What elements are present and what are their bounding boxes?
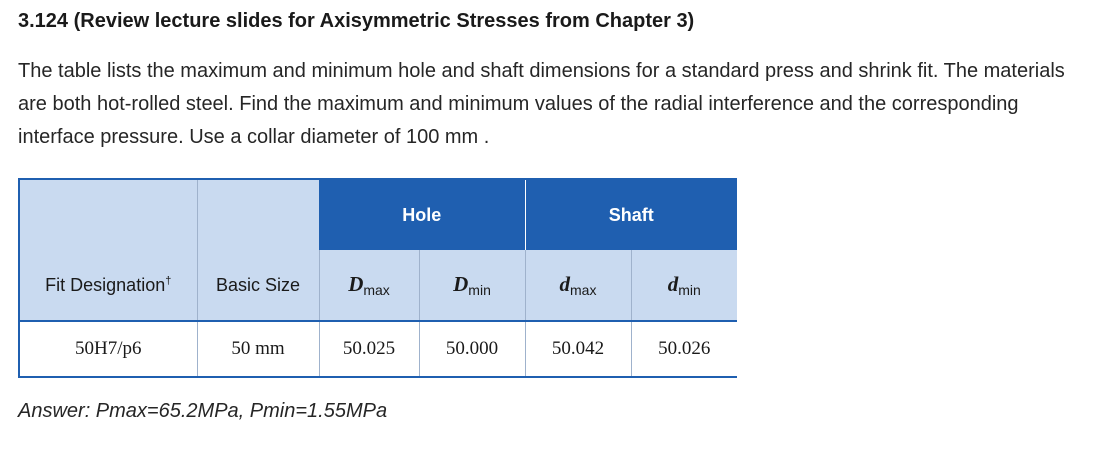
shaft-group-header: Shaft	[524, 178, 737, 250]
fit-designation-header: Fit Designation†	[18, 250, 197, 322]
hole-max-value: 50.025	[318, 321, 419, 378]
dagger-mark: †	[165, 274, 172, 287]
basic-size-header: Basic Size	[196, 250, 319, 322]
hole-min-header: Dmin	[418, 250, 525, 322]
basic-size-value: 50 mm	[196, 321, 319, 378]
hole-min-value: 50.000	[418, 321, 525, 378]
table-blank-cell	[18, 178, 197, 250]
table-row: 50H7/p6 50 mm 50.025 50.000 50.042 50.02…	[18, 321, 737, 378]
shaft-min-header: dmin	[630, 250, 737, 322]
problem-title: 3.124 (Review lecture slides for Axisymm…	[18, 10, 695, 32]
shaft-min-value: 50.026	[630, 321, 737, 378]
table-column-header-row: Fit Designation† Basic Size Dmax Dmin dm…	[18, 250, 737, 322]
fit-dimensions-table: Hole Shaft Fit Designation† Basic Size D…	[18, 178, 737, 378]
fit-designation-value: 50H7/p6	[18, 321, 197, 378]
shaft-max-header: dmax	[524, 250, 631, 322]
answer-text: Answer: Pmax=65.2MPa, Pmin=1.55MPa	[18, 400, 388, 422]
hole-max-header: Dmax	[318, 250, 419, 322]
table-group-header-row: Hole Shaft	[18, 178, 737, 250]
problem-statement: The table lists the maximum and minimum …	[18, 60, 1065, 148]
hole-group-header: Hole	[319, 178, 525, 250]
shaft-max-value: 50.042	[524, 321, 631, 378]
table-blank-cell	[196, 178, 319, 250]
